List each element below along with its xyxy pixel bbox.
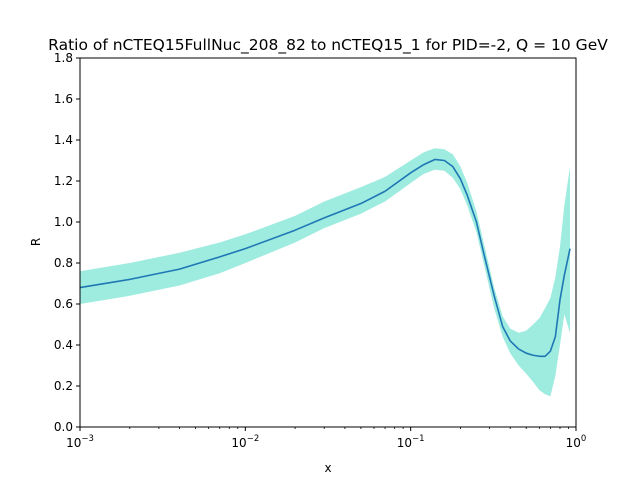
x-tick-label: 10−3 [66, 434, 94, 450]
x-axis-label: x [324, 461, 331, 475]
y-tick-label: 1.0 [54, 215, 73, 229]
y-tick-label: 0.8 [54, 256, 73, 270]
x-tick-label: 10−2 [231, 434, 259, 450]
uncertainty-band [80, 148, 571, 397]
x-tick-label: 10−1 [397, 434, 425, 450]
axes-frame [79, 57, 577, 428]
x-tick-label: 100 [566, 434, 587, 450]
y-tick-label: 1.6 [54, 92, 73, 106]
y-tick-label: 1.8 [54, 51, 73, 65]
y-tick-label: 0.2 [54, 379, 73, 393]
axes: 0.0 0.2 0.4 0.6 0.8 1.0 1.2 1.4 1.6 1.8 10−3 10−2 10… [54, 51, 586, 450]
y-tick-label: 0.4 [54, 338, 73, 352]
plot-area [79, 148, 571, 397]
y-tick-label: 0.6 [54, 297, 73, 311]
y-axis-label: R [29, 238, 43, 246]
y-tick-label: 1.4 [54, 133, 73, 147]
y-tick-label: 1.2 [54, 174, 73, 188]
y-tick-label: 0.0 [54, 420, 73, 434]
chart-title: Ratio of nCTEQ15FullNuc_208_82 to nCTEQ1… [48, 36, 608, 55]
ratio-line [79, 158, 571, 358]
